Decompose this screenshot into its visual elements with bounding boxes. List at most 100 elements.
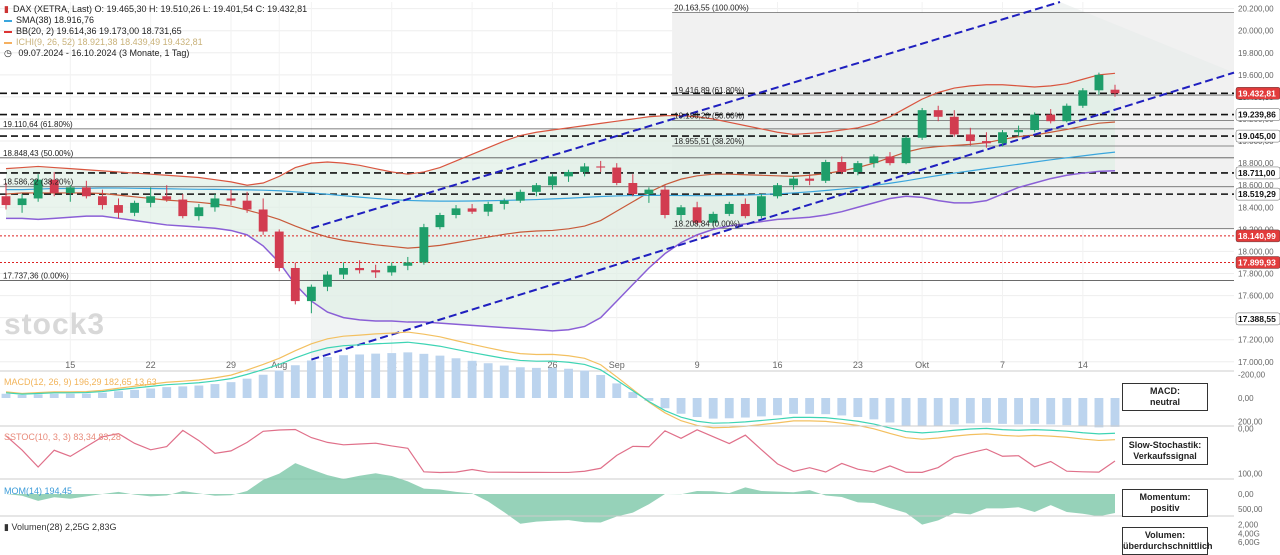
macd-histogram-bar <box>451 358 461 398</box>
price-tag-bg <box>1235 129 1280 143</box>
candle <box>596 166 606 168</box>
price-tag-bg <box>1235 187 1280 201</box>
y-tick-label: 17.200,00 <box>1238 336 1274 345</box>
stoch-badge-value: Verkaufssignal <box>1133 451 1197 461</box>
stoch-tick: 0,00 <box>1238 424 1254 433</box>
mom-badge: Momentum: positiv <box>1122 489 1208 517</box>
candle <box>1078 90 1088 106</box>
bb-middle-line <box>5 121 1116 249</box>
ohlc-readout: DAX (XETRA, Last) O: 19.465,30 H: 19.510… <box>12 4 308 14</box>
ichimoku-readout: ICHI(9, 26, 52) 18.921,38 18.439,49 19.4… <box>16 37 203 47</box>
candle <box>1 196 11 206</box>
candle <box>162 196 172 200</box>
price-tag-text: 17.388,55 <box>1238 314 1276 324</box>
macd-histogram-bar <box>949 398 959 425</box>
candle <box>965 134 975 142</box>
calendar-icon: ◷ <box>4 48 12 58</box>
vol-badge-value: überdurchschnittlich <box>1123 541 1213 551</box>
candle <box>708 213 718 223</box>
candle <box>467 208 477 212</box>
x-tick-label: 7 <box>1000 360 1005 370</box>
macd-histogram-bar <box>708 398 718 419</box>
price-tag: 18.140,99 <box>1235 229 1280 243</box>
price-tag-text: 19.045,00 <box>1238 131 1276 141</box>
macd-histogram-bar <box>740 398 750 418</box>
bb-readout: BB(20, 2) 19.614,36 19.173,00 18.731,65 <box>16 26 182 36</box>
momentum-area <box>6 463 1115 525</box>
macd-histogram-bar <box>998 398 1007 424</box>
price-tag: 17.388,55 <box>1235 312 1280 326</box>
macd-histogram-bar <box>531 367 541 398</box>
candle <box>403 262 413 266</box>
candle <box>17 198 27 206</box>
vol-badge: Volumen: überdurchschnittlich <box>1122 527 1213 555</box>
y-tick-label: 17.800,00 <box>1238 270 1274 279</box>
price-tag-text: 18.519,29 <box>1238 189 1276 199</box>
mom-tick: 0,00 <box>1238 490 1254 499</box>
candle <box>724 203 734 214</box>
macd-histogram-bar <box>226 382 236 398</box>
price-tag-bg <box>1235 87 1280 100</box>
macd-histogram-bar <box>419 353 429 398</box>
candle <box>885 156 895 164</box>
candle <box>628 183 638 195</box>
y-tick-label: 18.600,00 <box>1238 181 1274 190</box>
price-tag-text: 18.711,00 <box>1238 168 1276 178</box>
x-tick-label: Okt <box>915 360 930 370</box>
macd-histogram-bar <box>564 368 573 398</box>
sma-readout: SMA(38) 18.916,76 <box>16 15 95 25</box>
candle <box>33 179 43 199</box>
candle <box>1046 114 1056 122</box>
price-tag-text: 17.899,93 <box>1238 257 1276 267</box>
stoch-tick: 100,00 <box>1238 469 1263 478</box>
macd-histogram-bar <box>467 360 477 398</box>
vol-tick: 6,00G <box>1238 538 1260 547</box>
trend-line-lower <box>311 71 1235 361</box>
macd-histogram-bar <box>178 386 188 398</box>
price-tag-bg <box>1235 312 1280 326</box>
macd-histogram-bar <box>756 398 766 417</box>
fib-right-label: 19.416,89 (61.80%) <box>674 86 745 95</box>
sma-line <box>6 151 1116 202</box>
candle <box>1030 114 1040 131</box>
x-tick-label: 29 <box>226 360 236 370</box>
candle <box>531 185 541 192</box>
candle <box>805 178 815 181</box>
macd-histogram-bar <box>435 355 445 398</box>
fib-right-label: 18.955,51 (38.20%) <box>674 137 745 146</box>
fib-right-label: 20.163,55 (100.00%) <box>674 4 749 13</box>
macd-histogram-bar <box>194 385 204 398</box>
macd-histogram-bar <box>917 398 927 427</box>
vol-label-text: Volumen(28) 2,25G 2,83G <box>11 522 117 532</box>
macd-histogram-bar <box>387 353 397 398</box>
y-tick-label: 20.200,00 <box>1238 5 1274 14</box>
fib-left-label: 18.586,22 (38.20%) <box>3 178 74 187</box>
price-tag-text: 18.140,99 <box>1238 231 1276 241</box>
candle <box>435 215 445 228</box>
candle <box>1110 89 1120 94</box>
candle <box>1014 130 1023 133</box>
macd-histogram-bar <box>885 398 895 423</box>
macd-histogram-bar <box>1078 398 1088 427</box>
macd-histogram-bar <box>548 367 557 398</box>
macd-histogram-bar <box>339 355 348 398</box>
candle <box>323 274 332 287</box>
macd-histogram-bar <box>724 398 734 419</box>
price-tag-bg <box>1235 229 1280 243</box>
macd-histogram-bar <box>612 383 622 398</box>
macd-histogram-bar <box>114 391 123 398</box>
price-tag-bg <box>1235 108 1280 121</box>
macd-histogram-bar <box>81 393 91 398</box>
legend: ▮ DAX (XETRA, Last) O: 19.465,30 H: 19.51… <box>4 4 311 59</box>
candle <box>114 205 123 213</box>
candle <box>210 198 220 208</box>
candle <box>306 286 316 302</box>
macd-histogram-bar <box>869 398 879 420</box>
vol-tick: 4,00G <box>1238 529 1260 538</box>
trend-line-upper <box>311 1 1061 230</box>
candle <box>387 265 397 273</box>
candle <box>258 209 268 232</box>
candle <box>676 207 686 216</box>
macd-badge: MACD: neutral <box>1122 383 1208 411</box>
